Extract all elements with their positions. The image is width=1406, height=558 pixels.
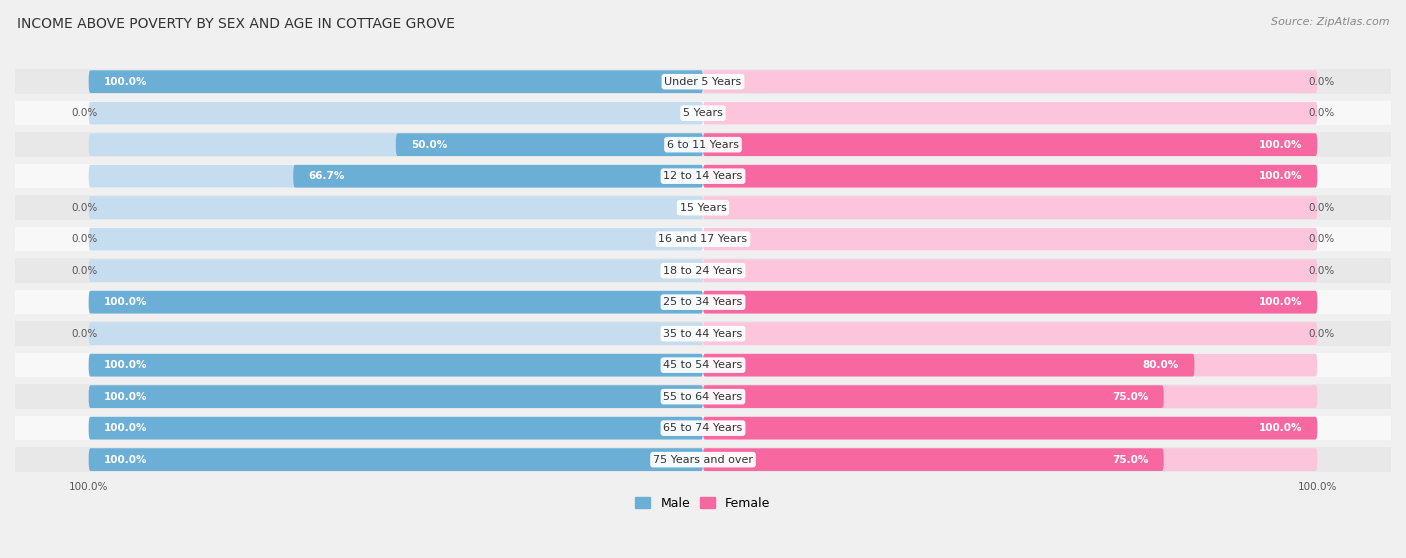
FancyBboxPatch shape — [15, 132, 1391, 157]
Text: 65 to 74 Years: 65 to 74 Years — [664, 423, 742, 433]
Legend: Male, Female: Male, Female — [630, 492, 776, 514]
FancyBboxPatch shape — [703, 448, 1164, 471]
FancyBboxPatch shape — [89, 291, 703, 314]
FancyBboxPatch shape — [703, 386, 1164, 408]
Text: 0.0%: 0.0% — [1308, 266, 1334, 276]
FancyBboxPatch shape — [396, 133, 703, 156]
FancyBboxPatch shape — [703, 165, 1317, 187]
Text: 100.0%: 100.0% — [1258, 140, 1302, 150]
FancyBboxPatch shape — [703, 165, 1317, 187]
Text: 16 and 17 Years: 16 and 17 Years — [658, 234, 748, 244]
FancyBboxPatch shape — [15, 69, 1391, 94]
FancyBboxPatch shape — [89, 228, 703, 251]
Text: 100.0%: 100.0% — [104, 423, 148, 433]
FancyBboxPatch shape — [15, 227, 1391, 252]
FancyBboxPatch shape — [89, 133, 703, 156]
Text: Under 5 Years: Under 5 Years — [665, 76, 741, 86]
FancyBboxPatch shape — [15, 384, 1391, 409]
Text: 75.0%: 75.0% — [1112, 392, 1149, 402]
FancyBboxPatch shape — [703, 323, 1317, 345]
Text: 12 to 14 Years: 12 to 14 Years — [664, 171, 742, 181]
Text: 0.0%: 0.0% — [1308, 203, 1334, 213]
FancyBboxPatch shape — [15, 448, 1391, 472]
Text: 100.0%: 100.0% — [69, 482, 108, 492]
FancyBboxPatch shape — [89, 448, 703, 471]
Text: 75.0%: 75.0% — [1112, 455, 1149, 465]
FancyBboxPatch shape — [703, 291, 1317, 314]
Text: 100.0%: 100.0% — [104, 360, 148, 370]
FancyBboxPatch shape — [703, 133, 1317, 156]
Text: 100.0%: 100.0% — [104, 392, 148, 402]
FancyBboxPatch shape — [89, 70, 703, 93]
FancyBboxPatch shape — [703, 228, 1317, 251]
FancyBboxPatch shape — [89, 448, 703, 471]
FancyBboxPatch shape — [89, 354, 703, 377]
FancyBboxPatch shape — [703, 196, 1317, 219]
FancyBboxPatch shape — [15, 353, 1391, 377]
Text: 80.0%: 80.0% — [1143, 360, 1180, 370]
FancyBboxPatch shape — [294, 165, 703, 187]
FancyBboxPatch shape — [703, 102, 1317, 124]
FancyBboxPatch shape — [15, 258, 1391, 283]
FancyBboxPatch shape — [89, 417, 703, 440]
Text: 18 to 24 Years: 18 to 24 Years — [664, 266, 742, 276]
FancyBboxPatch shape — [703, 291, 1317, 314]
FancyBboxPatch shape — [89, 196, 703, 219]
FancyBboxPatch shape — [15, 416, 1391, 440]
Text: 0.0%: 0.0% — [72, 266, 98, 276]
Text: 35 to 44 Years: 35 to 44 Years — [664, 329, 742, 339]
Text: 100.0%: 100.0% — [104, 455, 148, 465]
FancyBboxPatch shape — [15, 321, 1391, 346]
Text: 100.0%: 100.0% — [1258, 171, 1302, 181]
FancyBboxPatch shape — [89, 323, 703, 345]
Text: 100.0%: 100.0% — [1298, 482, 1337, 492]
Text: 100.0%: 100.0% — [104, 297, 148, 307]
FancyBboxPatch shape — [703, 354, 1195, 377]
FancyBboxPatch shape — [89, 291, 703, 314]
Text: 0.0%: 0.0% — [1308, 329, 1334, 339]
Text: 0.0%: 0.0% — [1308, 76, 1334, 86]
Text: 0.0%: 0.0% — [72, 203, 98, 213]
FancyBboxPatch shape — [703, 259, 1317, 282]
Text: 0.0%: 0.0% — [1308, 234, 1334, 244]
Text: 0.0%: 0.0% — [72, 108, 98, 118]
FancyBboxPatch shape — [89, 386, 703, 408]
Text: 55 to 64 Years: 55 to 64 Years — [664, 392, 742, 402]
Text: 25 to 34 Years: 25 to 34 Years — [664, 297, 742, 307]
FancyBboxPatch shape — [89, 165, 703, 187]
FancyBboxPatch shape — [89, 259, 703, 282]
Text: 100.0%: 100.0% — [1258, 423, 1302, 433]
Text: 45 to 54 Years: 45 to 54 Years — [664, 360, 742, 370]
FancyBboxPatch shape — [703, 417, 1317, 440]
FancyBboxPatch shape — [703, 448, 1317, 471]
Text: 0.0%: 0.0% — [72, 329, 98, 339]
Text: 50.0%: 50.0% — [411, 140, 447, 150]
Text: 0.0%: 0.0% — [1308, 108, 1334, 118]
FancyBboxPatch shape — [15, 164, 1391, 189]
FancyBboxPatch shape — [703, 133, 1317, 156]
Text: Source: ZipAtlas.com: Source: ZipAtlas.com — [1271, 17, 1389, 27]
Text: 15 Years: 15 Years — [679, 203, 727, 213]
FancyBboxPatch shape — [15, 195, 1391, 220]
Text: 6 to 11 Years: 6 to 11 Years — [666, 140, 740, 150]
FancyBboxPatch shape — [89, 70, 703, 93]
Text: 0.0%: 0.0% — [72, 234, 98, 244]
FancyBboxPatch shape — [89, 102, 703, 124]
FancyBboxPatch shape — [15, 290, 1391, 315]
Text: 100.0%: 100.0% — [104, 76, 148, 86]
FancyBboxPatch shape — [703, 386, 1317, 408]
Text: 5 Years: 5 Years — [683, 108, 723, 118]
FancyBboxPatch shape — [15, 101, 1391, 126]
Text: 66.7%: 66.7% — [309, 171, 344, 181]
FancyBboxPatch shape — [89, 386, 703, 408]
FancyBboxPatch shape — [89, 354, 703, 377]
Text: 100.0%: 100.0% — [1258, 297, 1302, 307]
FancyBboxPatch shape — [703, 70, 1317, 93]
Text: 75 Years and over: 75 Years and over — [652, 455, 754, 465]
FancyBboxPatch shape — [703, 354, 1317, 377]
Text: INCOME ABOVE POVERTY BY SEX AND AGE IN COTTAGE GROVE: INCOME ABOVE POVERTY BY SEX AND AGE IN C… — [17, 17, 454, 31]
FancyBboxPatch shape — [89, 417, 703, 440]
FancyBboxPatch shape — [703, 417, 1317, 440]
